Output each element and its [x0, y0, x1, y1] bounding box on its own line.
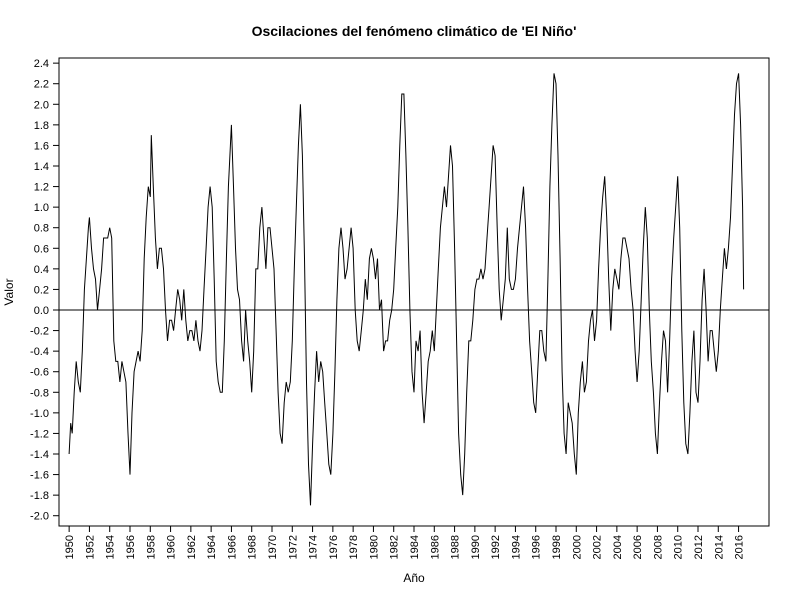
x-tick-label: 2008 — [652, 535, 664, 559]
x-tick-label: 1952 — [84, 535, 96, 559]
x-tick-label: 2010 — [673, 535, 685, 559]
x-tick-label: 1966 — [226, 535, 238, 559]
x-tick-label: 1984 — [409, 535, 421, 559]
x-tick-label: 1974 — [308, 535, 320, 559]
y-tick-label: 2.2 — [34, 79, 49, 91]
y-tick-label: 1.4 — [34, 161, 49, 173]
x-tick-label: 2016 — [734, 535, 746, 559]
y-tick-label: 1.2 — [34, 182, 49, 194]
y-tick-label: -1.0 — [30, 408, 49, 420]
x-tick-label: 1956 — [125, 535, 137, 559]
plot-frame — [58, 57, 770, 527]
y-tick-label: -0.8 — [30, 387, 49, 399]
x-tick-label: 1980 — [368, 535, 380, 559]
x-tick-label: 1950 — [64, 535, 76, 559]
x-axis: 1950 1952 1954 1956 1958 1960 1962 1964 1966 1968… — [64, 526, 746, 559]
y-tick-label: 1.0 — [34, 202, 49, 214]
y-tick-label: 0.2 — [34, 284, 49, 296]
y-tick-label: -0.6 — [30, 367, 49, 379]
x-tick-label: 1988 — [450, 535, 462, 559]
x-tick-label: 2012 — [693, 535, 705, 559]
y-tick-label: 0.4 — [34, 264, 49, 276]
x-tick-label: 1982 — [389, 535, 401, 559]
y-tick-label: 0.8 — [34, 223, 49, 235]
y-tick-label: 1.6 — [34, 140, 49, 152]
x-tick-label: 1976 — [328, 535, 340, 559]
x-tick-label: 2006 — [632, 535, 644, 559]
x-tick-label: 2000 — [571, 535, 583, 559]
x-tick-label: 1962 — [186, 535, 198, 559]
x-tick-label: 1996 — [531, 535, 543, 559]
y-tick-label: 2.0 — [34, 99, 49, 111]
x-tick-label: 1954 — [105, 535, 117, 559]
y-tick-label: -0.4 — [30, 346, 49, 358]
x-tick-label: 1990 — [470, 535, 482, 559]
y-tick-label: 1.8 — [34, 120, 49, 132]
y-tick-label: -1.4 — [30, 449, 49, 461]
y-tick-label: -1.6 — [30, 470, 49, 482]
y-tick-label: -2.0 — [30, 511, 49, 523]
x-tick-label: 2002 — [592, 535, 604, 559]
x-tick-label: 1970 — [267, 535, 279, 559]
x-tick-label: 1960 — [166, 535, 178, 559]
x-tick-label: 2014 — [713, 535, 725, 559]
x-tick-label: 1958 — [145, 535, 157, 559]
x-tick-label: 1992 — [490, 535, 502, 559]
chart-title: Oscilaciones del fenómeno climático de '… — [252, 23, 577, 39]
x-tick-label: 1994 — [510, 535, 522, 559]
y-axis: 2.4 2.2 2.0 1.8 1.6 1.4 1.2 1.0 0.8 0.6 0.4 0.2 0.0 -… — [30, 58, 59, 523]
y-axis-label: Valor — [2, 278, 16, 305]
x-tick-label: 1972 — [287, 535, 299, 559]
y-tick-label: -0.2 — [30, 326, 49, 338]
series-line — [68, 73, 745, 506]
x-tick-label: 1986 — [429, 535, 441, 559]
x-tick-label: 1964 — [206, 535, 218, 559]
y-tick-label: 2.4 — [34, 58, 49, 70]
x-tick-label: 1978 — [348, 535, 360, 559]
y-tick-label: 0.0 — [34, 305, 49, 317]
y-tick-label: -1.2 — [30, 428, 49, 440]
y-tick-label: -1.8 — [30, 490, 49, 502]
y-tick-label: 0.6 — [34, 243, 49, 255]
x-tick-label: 1998 — [551, 535, 563, 559]
x-axis-label: Año — [403, 571, 425, 585]
x-tick-label: 1968 — [247, 535, 259, 559]
x-tick-label: 2004 — [612, 535, 624, 559]
